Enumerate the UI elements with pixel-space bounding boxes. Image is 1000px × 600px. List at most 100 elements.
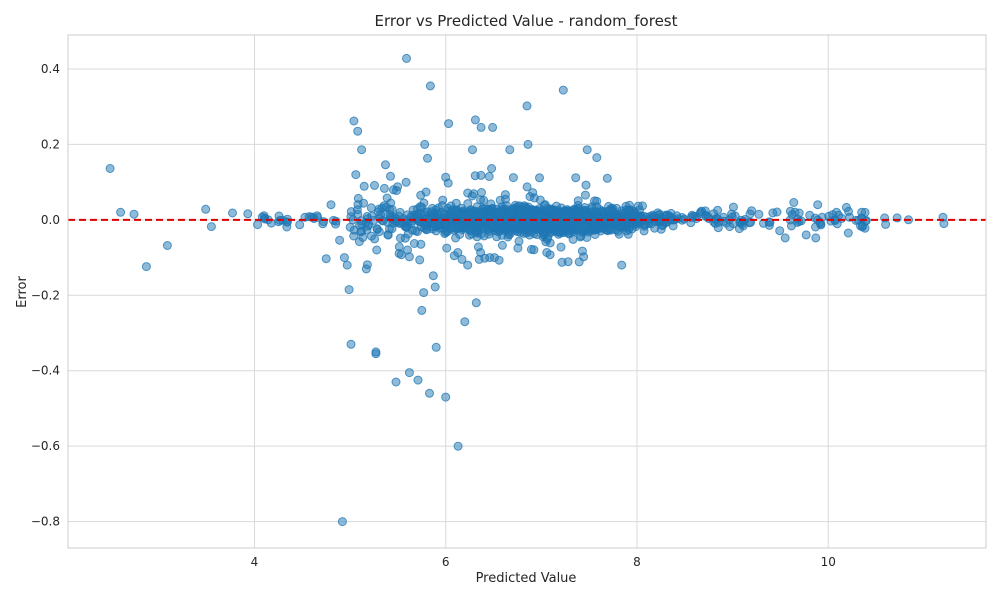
data-point [474, 254, 484, 264]
data-point [775, 226, 785, 236]
y-tick-label: −0.6 [31, 439, 60, 453]
data-point [523, 139, 533, 149]
plot-area [68, 35, 986, 548]
data-point [513, 243, 523, 253]
data-point [451, 198, 461, 208]
x-axis-ticks: 4 6 8 10 [251, 555, 836, 569]
y-tick-label: −0.8 [31, 515, 60, 529]
data-point [419, 288, 429, 298]
data-point [441, 219, 451, 229]
data-point [357, 219, 367, 229]
data-point [427, 207, 437, 217]
data-point [580, 190, 590, 200]
data-point [805, 210, 815, 220]
data-point [331, 216, 341, 226]
data-point [321, 254, 331, 264]
data-point [477, 188, 486, 197]
data-point [581, 180, 591, 190]
data-point [811, 233, 821, 243]
data-point [458, 210, 468, 220]
data-point [413, 209, 423, 219]
data-point [377, 203, 387, 213]
data-point [415, 255, 425, 265]
data-points [105, 53, 949, 527]
data-point [602, 173, 612, 183]
data-point [558, 85, 568, 95]
data-point [425, 388, 434, 398]
data-point [471, 298, 481, 308]
data-point [575, 232, 585, 242]
data-point [522, 182, 532, 192]
data-point [457, 254, 467, 264]
data-point [463, 260, 473, 270]
data-point [843, 228, 853, 238]
data-point [580, 222, 590, 232]
data-point [562, 227, 572, 237]
data-point [342, 260, 352, 270]
data-point [381, 160, 390, 170]
data-point [573, 196, 583, 206]
data-point [259, 211, 269, 221]
data-point [466, 207, 475, 217]
plot-frame [67, 34, 987, 549]
data-point [745, 209, 755, 219]
data-point [486, 206, 496, 216]
data-point [422, 224, 432, 234]
data-point [394, 211, 404, 221]
data-point [396, 250, 406, 260]
data-point [476, 195, 485, 205]
data-point [353, 126, 363, 136]
data-point [417, 202, 427, 212]
data-point [526, 244, 536, 254]
data-point [590, 230, 600, 239]
data-point [650, 223, 660, 233]
data-point [488, 122, 498, 132]
data-point [162, 241, 172, 250]
data-point [370, 180, 379, 190]
x-axis-label: Predicted Value [476, 571, 577, 586]
y-tick-label: 0.0 [41, 213, 60, 227]
data-point [617, 260, 627, 270]
data-point [345, 222, 355, 232]
data-point [417, 305, 427, 315]
data-point [468, 145, 477, 155]
data-point [605, 220, 615, 229]
data-point [460, 317, 470, 327]
data-point [556, 242, 566, 252]
data-point [811, 222, 820, 232]
data-point [813, 200, 823, 210]
data-point [425, 81, 435, 91]
data-point [476, 170, 486, 180]
data-point [490, 253, 499, 263]
data-point [592, 153, 602, 163]
data-point [721, 218, 731, 228]
data-point [449, 251, 459, 261]
data-point [772, 207, 782, 217]
data-point [582, 145, 592, 155]
data-point [438, 195, 448, 205]
data-point [730, 211, 740, 221]
data-point [790, 207, 800, 217]
data-point [423, 153, 432, 163]
data-point [545, 250, 555, 260]
data-point [337, 517, 347, 527]
data-point [335, 235, 345, 245]
data-point [366, 231, 376, 241]
data-point [612, 203, 622, 213]
data-point [430, 282, 440, 292]
data-point [346, 339, 356, 349]
data-point [416, 190, 426, 200]
data-point [339, 253, 349, 263]
data-point [228, 208, 237, 218]
data-point [141, 262, 151, 272]
data-point [463, 188, 473, 198]
y-tick-label: 0.4 [41, 62, 60, 76]
data-point [441, 228, 451, 237]
data-point [105, 164, 115, 173]
data-point [451, 233, 461, 243]
data-point [701, 211, 711, 221]
data-point [709, 209, 719, 219]
data-point [841, 202, 851, 212]
data-point [508, 173, 518, 183]
